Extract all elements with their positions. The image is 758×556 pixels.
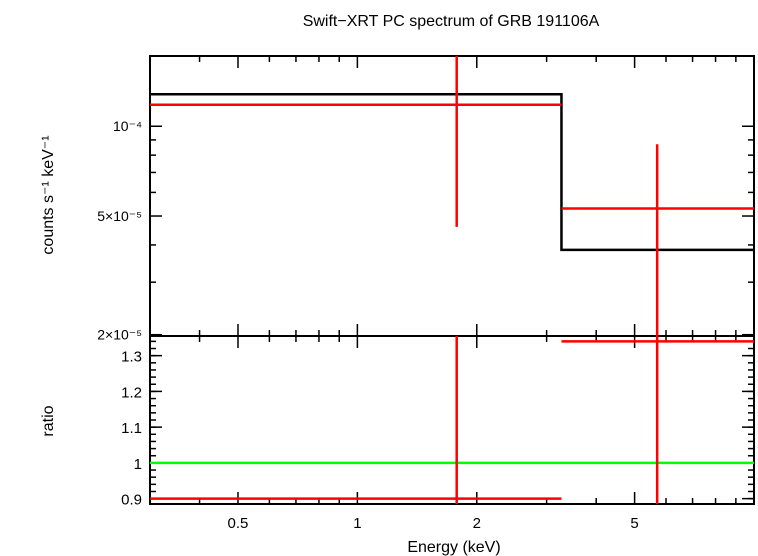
y-tick-label: 5×10⁻⁵ [97,208,142,224]
y-tick-label: 1.3 [121,349,142,366]
y-tick-label: 0.9 [121,492,142,509]
bottom-panel-frame [149,335,755,505]
y-tick-label: 1.2 [121,384,142,401]
x-axis-label: Energy (keV) [407,539,500,556]
x-tick-label: 2 [473,515,481,532]
chart-title: Swift−XRT PC spectrum of GRB 191106A [303,13,600,30]
top-panel-y-axis-label: counts s⁻¹ keV⁻¹ [40,135,57,254]
y-tick-label: 10⁻⁴ [113,118,142,134]
bottom-panel-y-axis-label: ratio [40,405,57,436]
model-step-line [150,93,754,252]
top-panel-frame [149,55,755,337]
x-tick-label: 5 [630,515,638,532]
x-tick-label: 1 [353,515,361,532]
y-tick-label: 2×10⁻⁵ [97,327,142,343]
y-tick-label: 1.1 [121,420,142,437]
x-tick-label: 0.5 [228,515,249,532]
y-tick-label: 1 [134,456,142,473]
